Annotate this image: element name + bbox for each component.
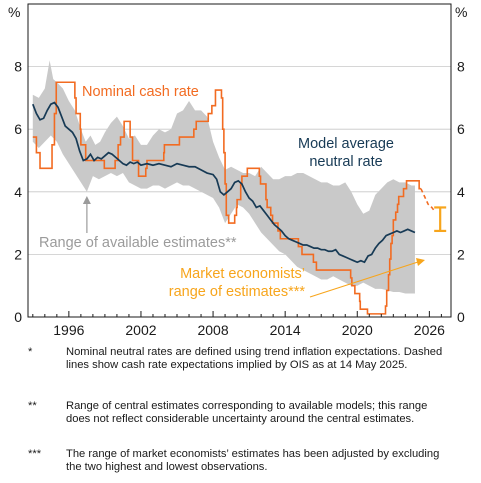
- range-of-estimates-band: [32, 60, 415, 294]
- y-tick-label-right: 4: [457, 184, 465, 200]
- range-label-arrowhead: [82, 196, 91, 205]
- cash-rate-line: [32, 81, 421, 315]
- note-text: The range of market economists’ estimate…: [66, 448, 440, 474]
- y-tick-label-right: 6: [457, 121, 465, 137]
- neutral-rate-label-line1: Model average: [298, 136, 394, 152]
- y-tick-label-right: 8: [457, 59, 465, 75]
- y-tick-label-left: 0: [14, 309, 22, 325]
- chart-series: [32, 81, 447, 315]
- x-tick-label: 1996: [53, 322, 84, 338]
- market-economists-label-line2: range of estimates***: [169, 284, 306, 300]
- note-marker: **: [28, 400, 37, 412]
- neutral-rate-label-line2: neutral rate: [309, 154, 382, 170]
- neutral-rate-chart: 0 0 2 2 4 4 6 6 8 8% % 1996 2002 2008 2014 2020 2026 Nom…: [8, 3, 467, 338]
- y-tick-label-right: 2: [457, 246, 465, 262]
- chart-annotations: Nominal cash rate Model average neutral …: [39, 84, 425, 300]
- cash-rate-expectations-line: [420, 188, 437, 213]
- note-marker: ***: [28, 448, 42, 460]
- market-label-arrowhead: [416, 258, 425, 266]
- note-text: Nominal neutral rates are defined using …: [66, 346, 443, 372]
- note-marker: *: [28, 346, 33, 358]
- y-tick-label-left: 6: [14, 121, 22, 137]
- cash-rate-label: Nominal cash rate: [82, 84, 199, 100]
- note-text: Range of central estimates corresponding…: [66, 400, 428, 426]
- axis-ticks: 0 0 2 2 4 4 6 6 8 8% % 1996 2002 2008 2014 2020 2026: [8, 4, 467, 338]
- neutral-rate-line: [32, 101, 416, 264]
- range-band-area: [32, 60, 415, 294]
- x-tick-label: 2014: [270, 322, 301, 338]
- market-economists-label-line1: Market economists’: [180, 266, 305, 282]
- market-label-arrow: [309, 260, 422, 298]
- x-tick-label: 2008: [197, 322, 228, 338]
- x-tick-label: 2026: [414, 322, 445, 338]
- y-unit-left: %: [8, 4, 20, 20]
- y-unit-right: %: [455, 4, 467, 20]
- y-tick-label-right: 0: [457, 309, 465, 325]
- x-tick-label: 2020: [342, 322, 373, 338]
- chart-frame: [27, 3, 452, 318]
- range-of-estimates-label: Range of available estimates**: [39, 235, 237, 251]
- plot-border: [27, 3, 452, 318]
- x-tick-label: 2002: [125, 322, 156, 338]
- y-tick-label-left: 8: [14, 59, 22, 75]
- y-tick-label-left: 2: [14, 246, 22, 262]
- y-tick-label-left: 4: [14, 184, 22, 200]
- market-economists-range-marker: [434, 206, 447, 233]
